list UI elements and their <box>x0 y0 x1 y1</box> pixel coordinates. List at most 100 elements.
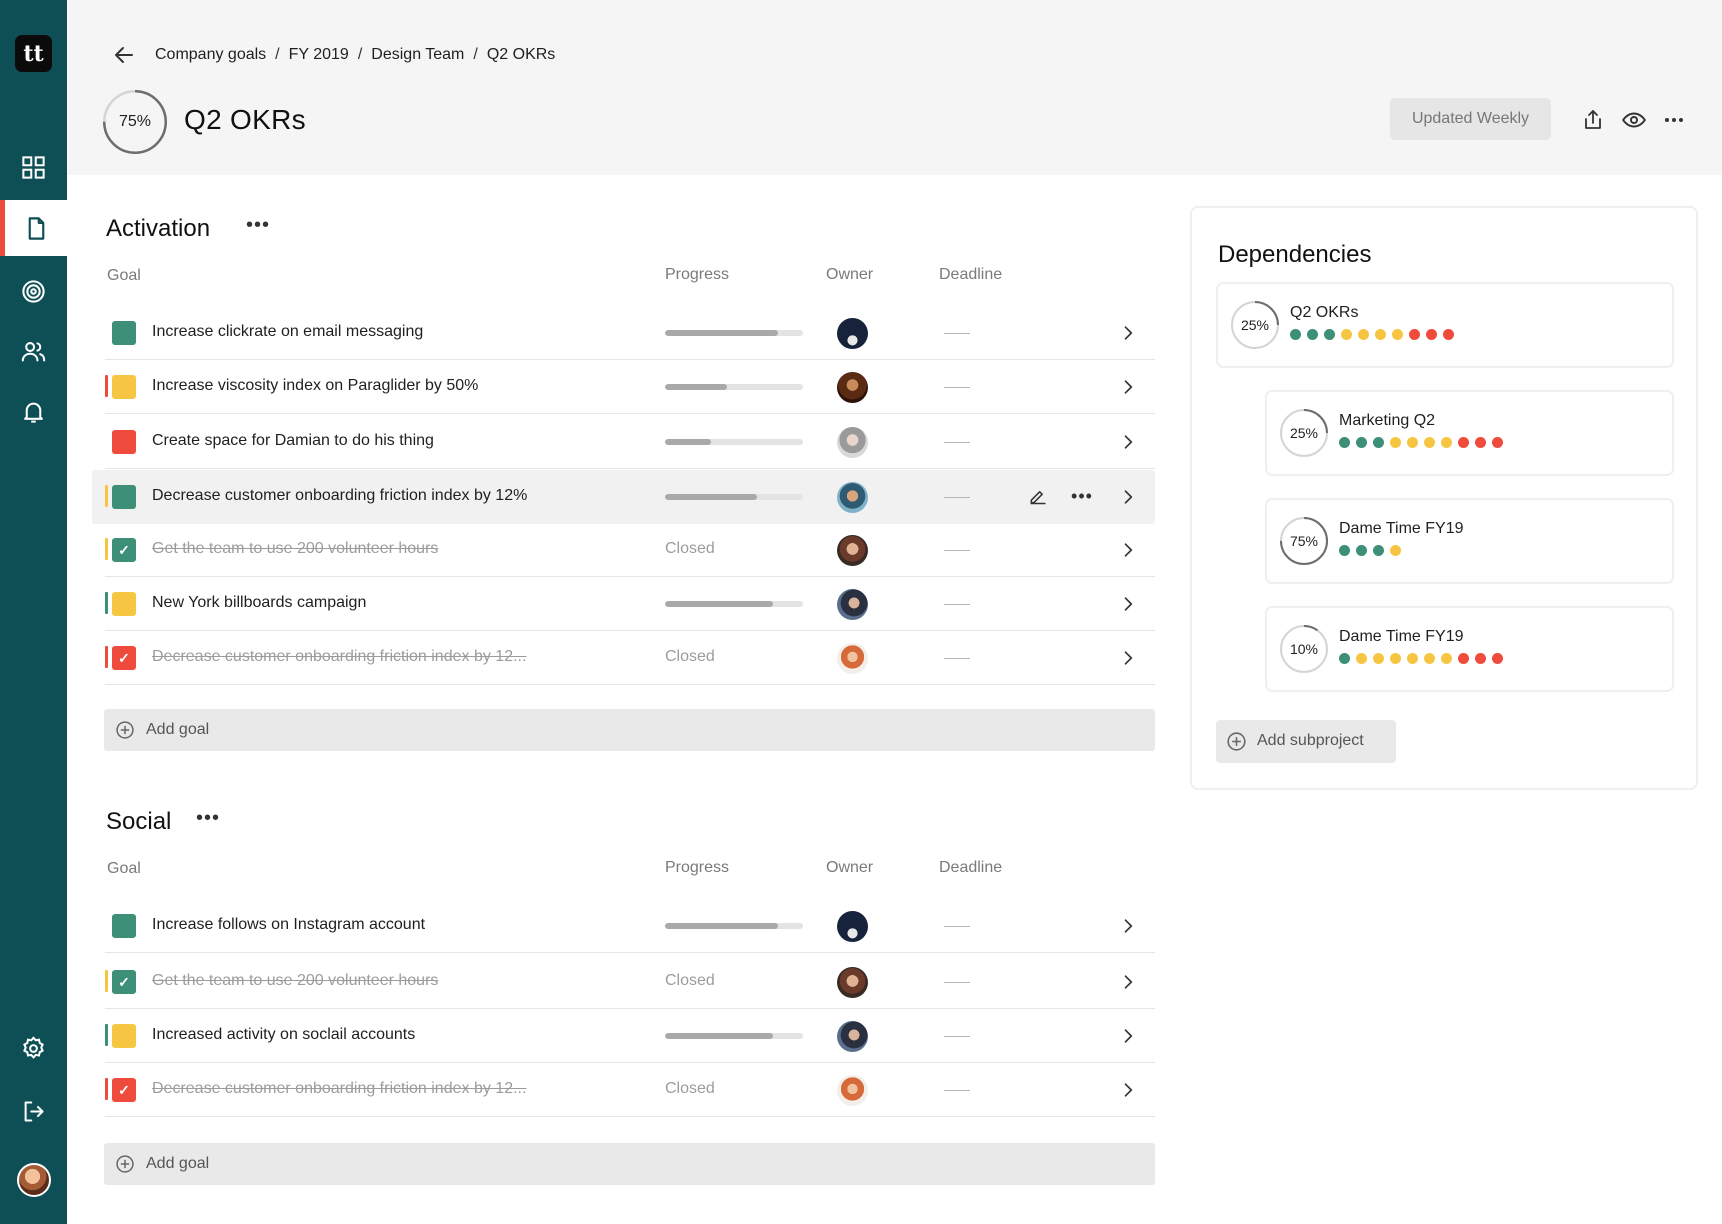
goal-title[interactable]: Increase follows on Instagram account <box>152 916 426 933</box>
goal-title[interactable]: Decrease customer onboarding friction in… <box>152 487 528 504</box>
deadline-empty <box>944 387 970 388</box>
chevron-right-icon <box>1124 490 1133 504</box>
goal-row[interactable]: Decrease customer onboarding friction in… <box>92 470 1155 524</box>
open-goal-button[interactable] <box>1116 538 1140 562</box>
goal-title[interactable]: Decrease customer onboarding friction in… <box>152 648 527 665</box>
open-goal-button[interactable] <box>1116 914 1140 938</box>
owner-avatar[interactable] <box>837 1021 868 1052</box>
open-goal-button[interactable] <box>1116 375 1140 399</box>
goal-row[interactable]: Increase clickrate on email messaging <box>92 306 1155 360</box>
goal-row[interactable]: ✓ Get the team to use 200 volunteer hours… <box>92 523 1155 577</box>
overall-progress-label: 75% <box>118 113 152 130</box>
status-dot <box>1390 545 1401 556</box>
goal-title[interactable]: New York billboards campaign <box>152 594 367 611</box>
goal-row[interactable]: New York billboards campaign <box>92 577 1155 631</box>
user-avatar[interactable] <box>17 1163 51 1197</box>
update-frequency-button[interactable]: Updated Weekly <box>1390 98 1551 140</box>
goal-title[interactable]: Increase clickrate on email messaging <box>152 323 424 340</box>
open-goal-button[interactable] <box>1116 592 1140 616</box>
dependency-card[interactable]: 10% Dame Time FY19 <box>1265 606 1674 692</box>
row-more-button[interactable]: ••• <box>1071 485 1093 506</box>
goal-row[interactable]: Create space for Damian to do his thing <box>92 415 1155 469</box>
status-dots <box>1339 545 1401 556</box>
owner-avatar[interactable] <box>837 372 868 403</box>
goal-checkbox[interactable]: ✓ <box>112 970 136 994</box>
open-goal-button[interactable] <box>1116 485 1140 509</box>
nav-notifications[interactable] <box>0 383 67 439</box>
open-goal-button[interactable] <box>1116 970 1140 994</box>
owner-avatar[interactable] <box>837 911 868 942</box>
nav-logout[interactable] <box>0 1083 67 1139</box>
nav-goals[interactable] <box>0 263 67 319</box>
dependency-name: Dame Time FY19 <box>1339 520 1464 537</box>
status-dots <box>1339 653 1503 664</box>
status-dot <box>1424 653 1435 664</box>
progress-ring-graphic <box>103 90 167 154</box>
goal-row[interactable]: Increase viscosity index on Paraglider b… <box>92 360 1155 414</box>
dependency-card[interactable]: 25% Q2 OKRs <box>1216 282 1674 368</box>
closed-label: Closed <box>665 1080 715 1097</box>
nav-settings[interactable] <box>0 1020 67 1076</box>
chevron-right-icon <box>1124 543 1133 557</box>
edit-button[interactable] <box>1026 484 1050 508</box>
section-more-button[interactable]: ••• <box>246 214 271 236</box>
watch-button[interactable] <box>1620 106 1648 134</box>
users-icon <box>21 341 46 362</box>
goal-row[interactable]: Increased activity on soclail accounts <box>92 1009 1155 1063</box>
goal-title[interactable]: Increase viscosity index on Paraglider b… <box>152 377 479 394</box>
goal-title[interactable]: Increased activity on soclail accounts <box>152 1026 416 1043</box>
nav-documents[interactable] <box>0 200 67 256</box>
goal-row[interactable]: ✓ Decrease customer onboarding friction i… <box>92 1063 1155 1117</box>
owner-avatar[interactable] <box>837 967 868 998</box>
goal-status-square <box>112 375 136 399</box>
goal-title[interactable]: Create space for Damian to do his thing <box>152 432 434 449</box>
section-more-button[interactable]: ••• <box>196 807 221 829</box>
breadcrumb-item[interactable]: FY 2019 <box>288 46 349 63</box>
dependency-card[interactable]: 25% Marketing Q2 <box>1265 390 1674 476</box>
chevron-right-icon <box>1124 975 1133 989</box>
goal-title[interactable]: Get the team to use 200 volunteer hours <box>152 972 439 989</box>
owner-avatar[interactable] <box>837 427 868 458</box>
add-subproject-button[interactable]: Add subproject <box>1216 720 1396 763</box>
row-divider <box>105 413 1155 414</box>
goal-row[interactable]: Increase follows on Instagram account <box>92 899 1155 953</box>
goal-title[interactable]: Decrease customer onboarding friction in… <box>152 1080 527 1097</box>
add-goal-button[interactable]: Add goal <box>104 709 1155 751</box>
nav-people[interactable] <box>0 323 67 379</box>
goal-checkbox[interactable]: ✓ <box>112 538 136 562</box>
goal-row[interactable]: ✓ Get the team to use 200 volunteer hours… <box>92 955 1155 1009</box>
owner-avatar[interactable] <box>837 643 868 674</box>
goal-progress-bar <box>665 439 803 445</box>
open-goal-button[interactable] <box>1116 1024 1140 1048</box>
target-icon <box>22 279 45 303</box>
owner-avatar[interactable] <box>837 482 868 513</box>
open-goal-button[interactable] <box>1116 321 1140 345</box>
section-title-social: Social <box>106 808 172 835</box>
owner-avatar[interactable] <box>837 535 868 566</box>
owner-avatar[interactable] <box>837 318 868 349</box>
status-dot <box>1458 653 1469 664</box>
more-button[interactable] <box>1660 106 1688 134</box>
dependency-card[interactable]: 75% Dame Time FY19 <box>1265 498 1674 584</box>
app-logo[interactable]: tt <box>15 35 52 72</box>
status-dot <box>1458 437 1469 448</box>
chevron-right-icon <box>1124 651 1133 665</box>
closed-label: Closed <box>665 648 715 665</box>
goal-row[interactable]: ✓ Decrease customer onboarding friction i… <box>92 631 1155 685</box>
goal-checkbox[interactable]: ✓ <box>112 646 136 670</box>
owner-avatar[interactable] <box>837 589 868 620</box>
owner-avatar[interactable] <box>837 1075 868 1106</box>
goal-progress-fill <box>665 384 728 390</box>
goal-title[interactable]: Get the team to use 200 volunteer hours <box>152 540 439 557</box>
open-goal-button[interactable] <box>1116 646 1140 670</box>
nav-dashboard[interactable] <box>0 139 67 195</box>
add-goal-button[interactable]: Add goal <box>104 1143 1155 1185</box>
open-goal-button[interactable] <box>1116 430 1140 454</box>
status-dot <box>1424 437 1435 448</box>
goal-checkbox[interactable]: ✓ <box>112 1078 136 1102</box>
open-goal-button[interactable] <box>1116 1078 1140 1102</box>
share-button[interactable] <box>1579 106 1607 134</box>
breadcrumb-item[interactable]: Design Team <box>371 46 465 63</box>
breadcrumb-item[interactable]: Company goals <box>155 46 267 63</box>
back-button[interactable] <box>111 42 137 68</box>
